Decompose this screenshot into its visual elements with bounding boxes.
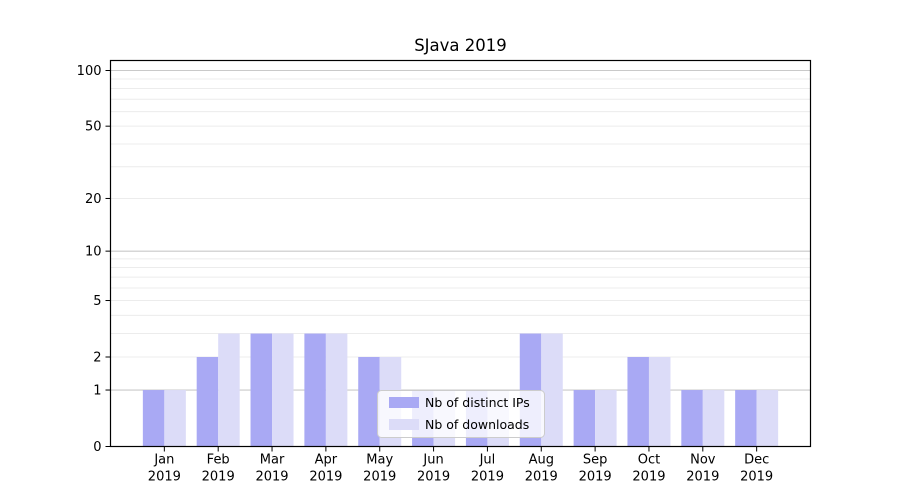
bar-distinct-ips	[196, 356, 219, 447]
x-axis: Jan 2019 Feb 2019 Mar 2019 Apr 2019 May 2019 Jun 20…	[148, 446, 773, 485]
legend-swatch-distinct-ips	[389, 397, 419, 408]
x-tick-label-month: Jul	[479, 453, 496, 468]
legend-swatch-downloads	[389, 419, 419, 430]
y-axis: 0 1 2 5 10 20 50 100	[77, 64, 111, 455]
x-tick-label-year: 2019	[632, 470, 665, 485]
y-tick-label: 20	[85, 192, 102, 207]
bar-distinct-ips	[142, 390, 165, 447]
y-tick-label: 100	[77, 64, 102, 79]
x-tick-label-month: Dec	[744, 453, 769, 468]
bar-downloads	[648, 356, 671, 447]
legend-label-downloads: Nb of downloads	[425, 417, 529, 432]
x-tick-label-month: May	[366, 453, 393, 468]
x-tick-label-month: Apr	[315, 453, 338, 468]
x-tick-label-year: 2019	[740, 470, 773, 485]
bar-downloads	[595, 390, 617, 447]
x-tick-label-year: 2019	[255, 470, 288, 485]
bar-downloads	[541, 333, 563, 447]
chart-title: SJava 2019	[414, 36, 507, 55]
bar-distinct-ips	[627, 356, 649, 447]
y-tick-label: 0	[93, 440, 101, 455]
y-tick-label: 10	[85, 245, 102, 260]
x-tick-label-year: 2019	[471, 470, 504, 485]
bar-distinct-ips	[304, 333, 326, 447]
legend-box	[377, 390, 545, 438]
x-tick-label-year: 2019	[417, 470, 450, 485]
x-tick-label-month: Nov	[690, 453, 716, 468]
y-tick-label: 1	[93, 384, 101, 399]
major-gridlines	[110, 69, 811, 391]
x-tick-label-month: Feb	[207, 453, 230, 468]
x-tick-label-year: 2019	[309, 470, 342, 485]
plot-border	[109, 59, 812, 448]
x-tick-label-year: 2019	[148, 470, 181, 485]
legend: Nb of distinct IPs Nb of downloads	[377, 390, 545, 438]
x-tick-label-month: Mar	[260, 453, 285, 468]
bar-downloads	[164, 390, 186, 447]
x-tick-label-month: Aug	[529, 453, 554, 468]
y-tick-label: 2	[93, 350, 101, 365]
bar-distinct-ips	[735, 390, 757, 447]
bar-distinct-ips	[573, 390, 596, 447]
legend-label-distinct-ips: Nb of distinct IPs	[425, 395, 530, 410]
bar-downloads	[756, 390, 779, 447]
x-tick-label-year: 2019	[686, 470, 719, 485]
y-tick-label: 50	[85, 120, 102, 135]
x-tick-label-year: 2019	[525, 470, 558, 485]
x-tick-label-year: 2019	[579, 470, 612, 485]
bar-distinct-ips	[681, 390, 703, 447]
x-tick-label-month: Oct	[638, 453, 660, 468]
x-tick-label-year: 2019	[202, 470, 235, 485]
bar-downloads	[272, 333, 294, 447]
y-tick-label: 5	[93, 294, 101, 309]
minor-gridlines	[110, 78, 811, 358]
x-tick-label-month: Sep	[583, 453, 608, 468]
bar-downloads	[325, 333, 348, 447]
x-tick-label-month: Jun	[422, 453, 443, 468]
bar-distinct-ips	[250, 333, 273, 447]
x-tick-label-year: 2019	[363, 470, 396, 485]
bar-distinct-ips	[358, 356, 380, 447]
bar-downloads	[702, 390, 725, 447]
x-tick-label-month: Jan	[153, 453, 174, 468]
bar-downloads	[218, 333, 240, 447]
